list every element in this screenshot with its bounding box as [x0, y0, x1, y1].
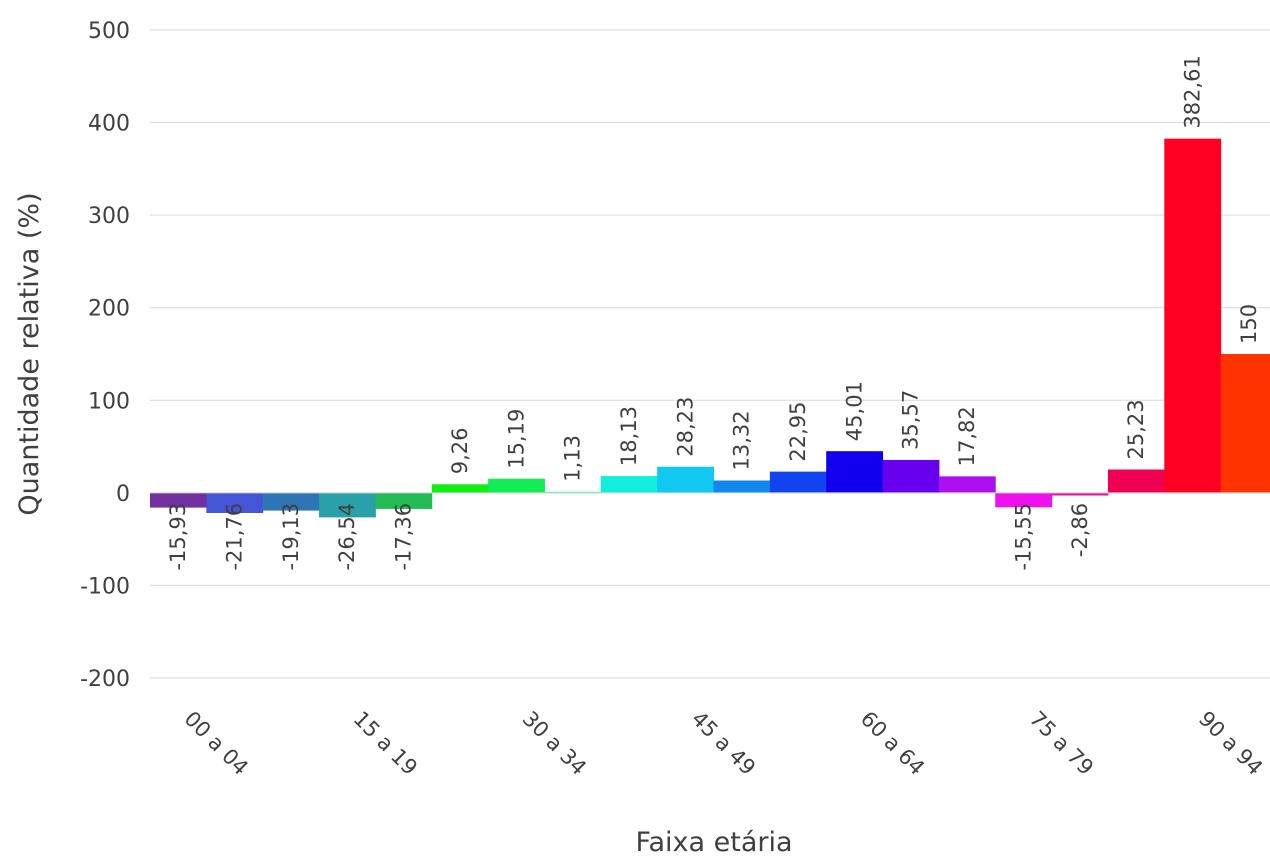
data-label: 35,57: [899, 390, 923, 450]
x-tick-label: 00 a 04: [180, 707, 253, 780]
y-tick-label: 200: [88, 297, 130, 322]
gridlines: [150, 29, 1270, 679]
data-label: 150: [1237, 304, 1261, 344]
data-label: -26,54: [335, 503, 359, 571]
x-tick-label: 30 a 34: [518, 707, 591, 780]
x-axis-title: Faixa etária: [635, 827, 792, 857]
y-tick-label: 100: [88, 389, 130, 414]
bar-15-a-19: [319, 492, 376, 518]
bar-80-a-84: [1051, 492, 1109, 496]
x-tick-label: 60 a 64: [856, 707, 929, 780]
bar-60-a-64: [826, 451, 884, 493]
bar-70-a-74: [938, 476, 996, 493]
data-label: 9,26: [448, 428, 472, 475]
bar-95-a-99: [1220, 354, 1270, 493]
x-tick-label: 45 a 49: [687, 707, 760, 780]
bar-50-a-54: [713, 480, 771, 493]
data-label: 17,82: [955, 406, 979, 466]
y-axis-ticks: -200 -100 0 100 200 300 400 500: [80, 19, 130, 692]
x-axis-ticks: 00 a 04 15 a 19 30 a 34 45 a 49 60 a 64 75 a …: [180, 707, 1268, 780]
y-tick-label: 400: [88, 112, 130, 137]
bar-00-a-04: [150, 492, 207, 508]
bar-10-a-14: [262, 492, 320, 511]
y-tick-label: -100: [80, 574, 130, 599]
data-label: 28,23: [673, 397, 697, 457]
bar-85-a-89: [1107, 469, 1165, 493]
y-tick-label: 500: [88, 19, 130, 44]
data-label: 22,95: [786, 401, 810, 461]
bar-90-a-94: [1164, 138, 1222, 493]
data-label: 18,13: [617, 406, 641, 466]
x-tick-label: 15 a 19: [349, 707, 422, 780]
bar-75-a-79: [995, 492, 1053, 508]
bar-40-a-44: [600, 476, 658, 493]
data-label: -17,36: [392, 503, 416, 571]
data-label: -19,13: [279, 503, 303, 571]
y-axis-title: Quantidade relativa (%): [14, 192, 45, 515]
bar-25-a-29: [431, 484, 489, 493]
data-label: -15,93: [166, 503, 190, 571]
data-label: 1,13: [561, 435, 585, 482]
x-tick-label: 75 a 79: [1025, 707, 1098, 780]
data-labels: -15,93 -21,76 -19,13 -26,54 -17,36 9,26 15,19 1…: [166, 55, 1261, 570]
y-tick-label: 0: [116, 482, 130, 507]
y-tick-label: -200: [80, 667, 130, 692]
x-tick-label: 90 a 94: [1194, 707, 1267, 780]
y-tick-label: 300: [88, 204, 130, 229]
bar-65-a-69: [882, 459, 940, 493]
data-label: 15,19: [504, 409, 528, 469]
bars: [150, 138, 1270, 518]
bar-55-a-59: [769, 471, 827, 493]
data-label: 25,23: [1124, 399, 1148, 459]
data-label: -2,86: [1068, 503, 1092, 557]
data-label: -15,55: [1011, 503, 1035, 571]
bar-45-a-49: [657, 466, 714, 493]
bar-05-a-09: [206, 492, 264, 514]
data-label: -21,76: [223, 503, 247, 571]
bar-30-a-34: [488, 478, 545, 493]
data-label: 382,61: [1180, 55, 1204, 128]
data-label: 45,01: [842, 381, 866, 441]
data-label: 13,32: [730, 410, 754, 470]
bar-20-a-24: [375, 492, 433, 509]
